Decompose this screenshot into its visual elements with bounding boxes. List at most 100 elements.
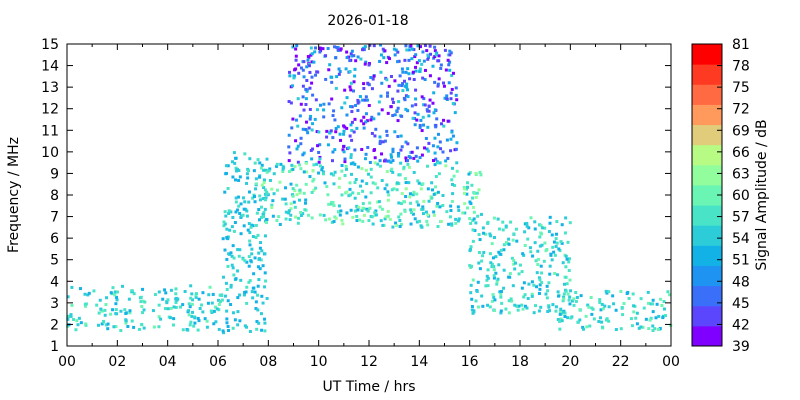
echo-point [257,278,261,282]
y-tick-label: 1 [50,339,59,355]
echo-point [432,192,436,196]
echo-point [238,293,242,297]
colorbar-tick-label: 63 [732,166,750,182]
echo-point [362,86,366,90]
echo-point [364,120,368,124]
echo-point [456,205,460,209]
echo-point [418,67,422,71]
echo-point [349,88,353,92]
echo-point [559,317,563,321]
echo-point [450,222,454,226]
echo-point [511,284,515,288]
echo-point [289,101,293,105]
echo-point [391,225,395,229]
echo-point [367,104,371,108]
echo-point [321,170,325,174]
echo-point [291,167,295,171]
echo-point [424,136,428,140]
echo-point [607,290,611,294]
echo-point [421,182,425,186]
chart-title: 2026-01-18 [327,13,408,29]
echo-point [256,233,260,237]
echo-point [412,208,416,212]
echo-point [267,169,271,173]
echo-point [366,81,370,85]
echo-point [109,291,113,295]
echo-point [421,207,425,211]
echo-point [378,59,382,63]
echo-point [389,105,393,109]
echo-point [364,95,368,99]
echo-point [292,76,296,80]
echo-point [514,227,518,231]
echo-point [410,104,414,108]
echo-point [366,209,370,213]
echo-point [605,317,609,321]
echo-point [392,187,396,191]
echo-point [451,102,455,106]
echo-point [568,295,572,299]
echo-point [415,220,419,224]
echo-point [243,259,247,263]
echo-point [554,232,558,236]
y-tick-label: 4 [50,274,59,290]
echo-point [339,209,343,213]
echo-point [466,181,470,185]
colorbar-segment [692,164,722,186]
echo-point [647,327,651,331]
echo-point [384,215,388,219]
echo-point [471,239,475,243]
echo-point [231,215,235,219]
echo-point [373,134,377,138]
echo-point [637,326,641,330]
echo-point [564,275,568,279]
echo-point [435,117,439,121]
x-tick-label: 18 [511,354,529,370]
echo-point [349,162,353,166]
echo-point [455,98,459,102]
echo-point [448,49,452,53]
echo-point [305,89,309,93]
echo-point [306,55,310,59]
echo-point [477,233,481,237]
colorbar-segment [692,305,722,327]
echo-point [350,120,354,124]
echo-point [430,181,434,185]
echo-point [523,230,527,234]
echo-point [476,214,480,218]
echo-point [334,130,338,134]
echo-point [425,108,429,112]
echo-point [229,210,233,214]
echo-point [302,75,306,79]
echo-point [221,275,225,279]
echo-point [174,296,178,300]
x-tick-label: 14 [410,354,428,370]
echo-point [564,289,568,293]
echo-point [416,44,420,48]
echo-point [322,115,326,119]
echo-point [296,97,300,101]
echo-point [254,182,258,186]
echo-point [115,290,119,294]
echo-point [208,285,212,289]
colorbar-tick-label: 45 [732,296,750,312]
echo-point [247,255,251,259]
echo-point [310,216,314,220]
echo-point [418,125,422,129]
echo-point [433,49,437,53]
echo-point [399,161,403,165]
echo-point [496,277,500,281]
colorbar-label: Signal Amplitude / dB [754,119,770,270]
echo-point [492,235,496,239]
echo-point [416,203,420,207]
echo-point [218,300,222,304]
echo-point [540,271,544,275]
echo-point [409,44,413,48]
echo-point [221,237,225,241]
echo-point [304,182,308,186]
echo-point [377,100,381,104]
echo-point [425,219,429,223]
echo-point [247,264,251,268]
echo-point [221,329,225,333]
echo-point [260,163,264,167]
